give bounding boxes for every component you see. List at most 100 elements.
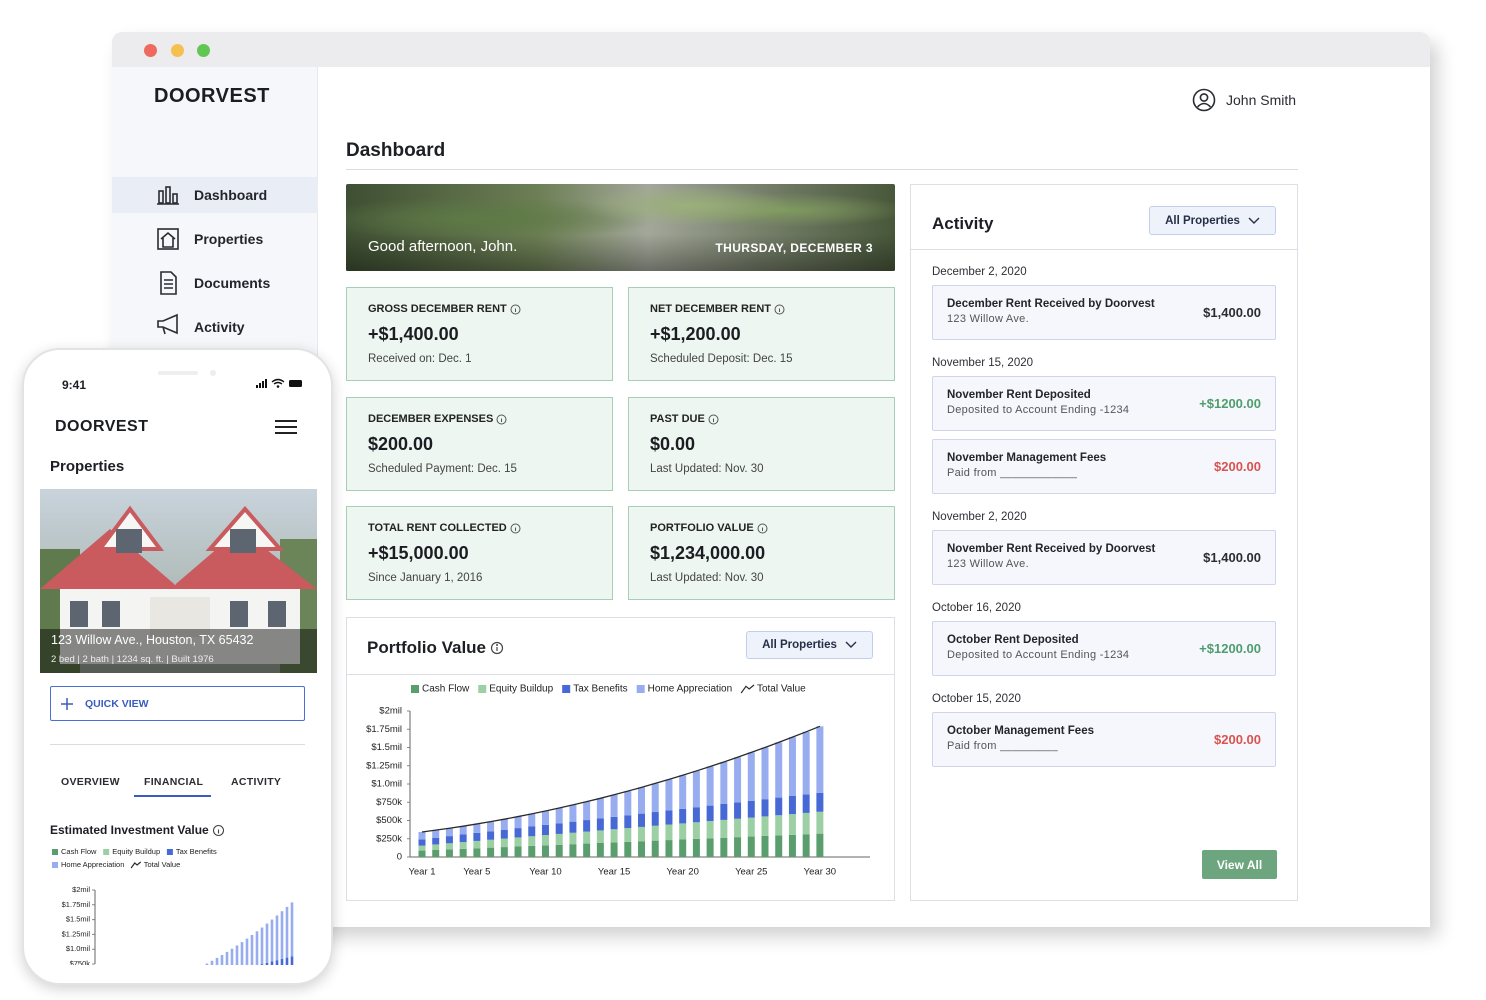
bar-segment xyxy=(734,802,742,819)
activity-item-subtitle: 123 Willow Ave. xyxy=(947,313,1029,325)
bar-segment xyxy=(692,838,700,857)
legend-label: Home Appreciation xyxy=(61,860,124,869)
property-address: 123 Willow Ave., Houston, TX 65432 xyxy=(51,633,254,647)
user-name[interactable]: John Smith xyxy=(1226,92,1297,108)
activity-item[interactable]: December Rent Received by Doorvest 123 Wi… xyxy=(932,285,1276,340)
bar-segment xyxy=(210,960,214,965)
bar-segment xyxy=(514,837,522,847)
status-time: 9:41 xyxy=(62,378,87,392)
info-icon[interactable] xyxy=(708,414,719,425)
nav-item[interactable]: Activity xyxy=(194,319,245,335)
activity-filter[interactable]: All Properties xyxy=(1149,206,1276,235)
bar-segment xyxy=(528,845,536,857)
activity-item-amount: $200.00 xyxy=(1214,459,1261,474)
bar-segment xyxy=(514,816,522,829)
info-icon[interactable] xyxy=(496,414,507,425)
mobile-logo[interactable]: DOORVEST xyxy=(55,418,149,435)
bar-segment xyxy=(665,810,673,825)
bar-segment xyxy=(275,915,279,961)
bar-segment xyxy=(500,847,508,857)
bar-segment xyxy=(583,801,591,821)
activity-list: December 2, 2020 December Rent Received b… xyxy=(932,264,1276,767)
tab[interactable]: OVERVIEW xyxy=(61,776,120,788)
activity-item-subtitle: Deposited to Account Ending -1234 xyxy=(947,404,1130,416)
bar-segment xyxy=(706,805,714,822)
mobile-chart-title-row: Estimated Investment Value xyxy=(50,823,225,837)
activity-item[interactable]: November Rent Deposited Deposited to Acco… xyxy=(932,376,1276,431)
activity-title: Activity xyxy=(932,214,994,233)
summary-card: PORTFOLIO VALUE $1,234,000.00 Last Updated… xyxy=(628,506,895,600)
bar-segment xyxy=(432,849,440,857)
divider xyxy=(346,169,1298,170)
bar-segment xyxy=(816,811,824,834)
activity-item[interactable]: November Management Fees Paid from ______… xyxy=(932,439,1276,494)
bar-segment xyxy=(445,828,453,837)
bar-segment xyxy=(679,775,687,809)
mobile-chart: $2mil $1.75mil $1.5mil $1.25mil $1.0mil $750k xyxy=(62,885,294,965)
bar-segment xyxy=(541,811,549,825)
plus-icon xyxy=(61,697,73,710)
user-icon[interactable] xyxy=(1192,88,1216,112)
bar-segment xyxy=(596,830,604,843)
menu-icon[interactable] xyxy=(274,418,298,436)
zoom-dot[interactable] xyxy=(197,44,210,57)
activity-item[interactable]: November Rent Received by Doorvest 123 Wi… xyxy=(932,530,1276,585)
activity-date: November 15, 2020 xyxy=(932,357,1034,369)
bar-segment xyxy=(418,850,426,857)
legend-swatch xyxy=(562,685,571,693)
phone: 9:41 DOORVEST Properties 123 Willow Ave.… xyxy=(22,348,333,985)
y-tick-label: $750k xyxy=(70,959,91,965)
bar-segment xyxy=(692,822,700,839)
legend-item: Total Value xyxy=(740,684,806,695)
bar-segment xyxy=(610,794,618,817)
nav-item[interactable]: Properties xyxy=(194,231,264,247)
chevron xyxy=(845,641,857,648)
bar-segment xyxy=(270,919,274,962)
info-icon[interactable] xyxy=(490,641,504,655)
portfolio-title: Portfolio Value xyxy=(367,638,487,657)
close-dot[interactable] xyxy=(144,44,157,57)
legend-swatch xyxy=(52,862,58,868)
bar-segment xyxy=(706,821,714,839)
info-icon[interactable] xyxy=(510,523,521,534)
bar-segment xyxy=(418,831,426,840)
info-icon[interactable] xyxy=(757,523,768,534)
bar-segment xyxy=(473,840,481,849)
view-all-button[interactable]: View All xyxy=(1202,850,1277,879)
card-note: Last Updated: Nov. 30 xyxy=(650,572,764,584)
nav-item[interactable]: Dashboard xyxy=(194,187,268,203)
summary-card: TOTAL RENT COLLECTED +$15,000.00 Since Jan… xyxy=(346,506,613,600)
tab[interactable]: ACTIVITY xyxy=(231,776,282,788)
legend-label: Cash Flow xyxy=(61,847,97,856)
info-circle xyxy=(708,414,719,424)
tab[interactable]: FINANCIAL xyxy=(144,776,204,788)
nav-item[interactable]: Documents xyxy=(194,275,271,291)
property-image xyxy=(40,489,317,673)
portfolio-filter[interactable]: All Properties xyxy=(746,631,873,659)
info-icon[interactable] xyxy=(212,824,225,837)
activity-item[interactable]: October Rent Deposited Deposited to Accou… xyxy=(932,621,1276,676)
info-icon[interactable] xyxy=(774,304,785,315)
y-tick-label: $500k xyxy=(376,815,402,826)
property-details: 2 bed | 2 bath | 1234 sq. ft. | Built 19… xyxy=(51,654,214,665)
card-label-row: DECEMBER EXPENSES xyxy=(368,413,507,425)
card-value: +$15,000.00 xyxy=(368,543,469,563)
bar-segment xyxy=(624,828,632,842)
info-circle xyxy=(757,523,768,533)
minimize-dot[interactable] xyxy=(171,44,184,57)
bar-segment xyxy=(290,956,294,965)
bar-segment xyxy=(459,842,467,849)
quick-view-label: QUICK VIEW xyxy=(85,697,149,710)
activity-item-title: November Rent Received by Doorvest xyxy=(947,543,1156,555)
info-icon[interactable] xyxy=(510,304,521,315)
x-tick-label: Year 10 xyxy=(529,867,561,878)
bar-segment xyxy=(720,761,728,805)
bar-segment xyxy=(459,834,467,843)
activity-item[interactable]: October Management Fees Paid from _______… xyxy=(932,712,1276,767)
quick-view-button[interactable]: QUICK VIEW xyxy=(50,686,305,721)
y-tick-label: $1.25mil xyxy=(62,929,91,938)
bar-segment xyxy=(816,792,824,812)
bar-segment xyxy=(802,812,810,835)
logo[interactable]: DOORVEST xyxy=(154,85,270,107)
